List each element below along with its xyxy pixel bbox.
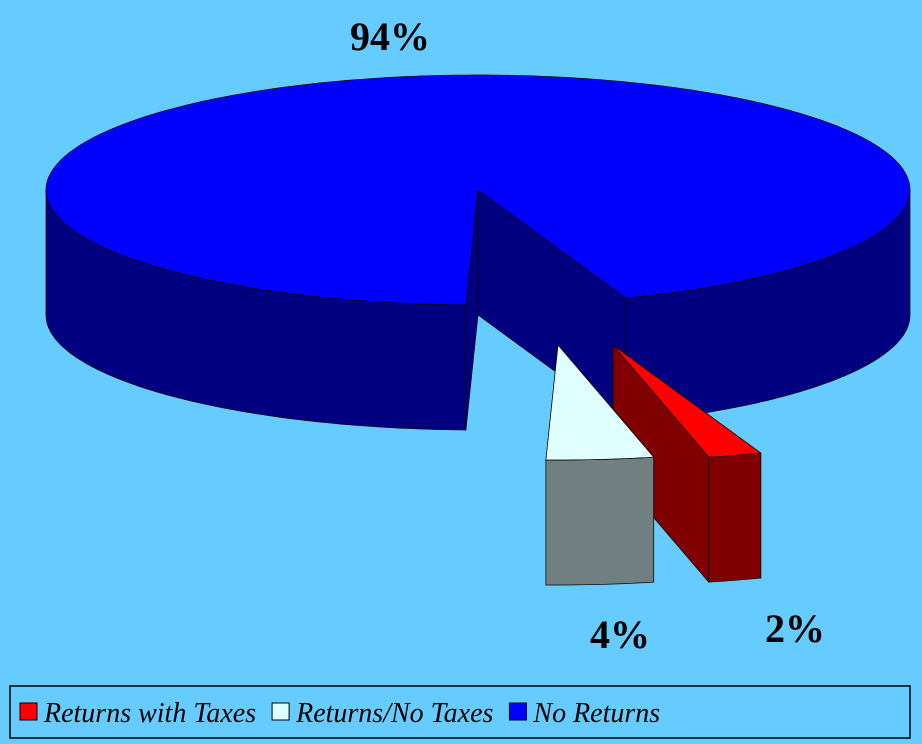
legend-swatch <box>19 702 38 721</box>
slice <box>545 344 655 586</box>
value-label: 4% <box>590 612 650 657</box>
value-label: 2% <box>765 606 825 651</box>
slice-top <box>545 344 655 461</box>
slice-wall <box>545 456 655 586</box>
slice <box>45 74 911 431</box>
legend-label: No Returns <box>532 698 660 729</box>
value-label: 94% <box>350 14 430 59</box>
slice-top <box>612 344 762 458</box>
slice-top <box>45 74 911 306</box>
legend-label: Returns/No Taxes <box>295 698 493 729</box>
legend-box <box>9 685 911 739</box>
slice-wall <box>708 452 762 583</box>
legend-swatch <box>271 702 290 721</box>
slice <box>612 344 762 584</box>
legend-label: Returns with Taxes <box>43 698 256 729</box>
legend-swatch <box>508 702 527 721</box>
